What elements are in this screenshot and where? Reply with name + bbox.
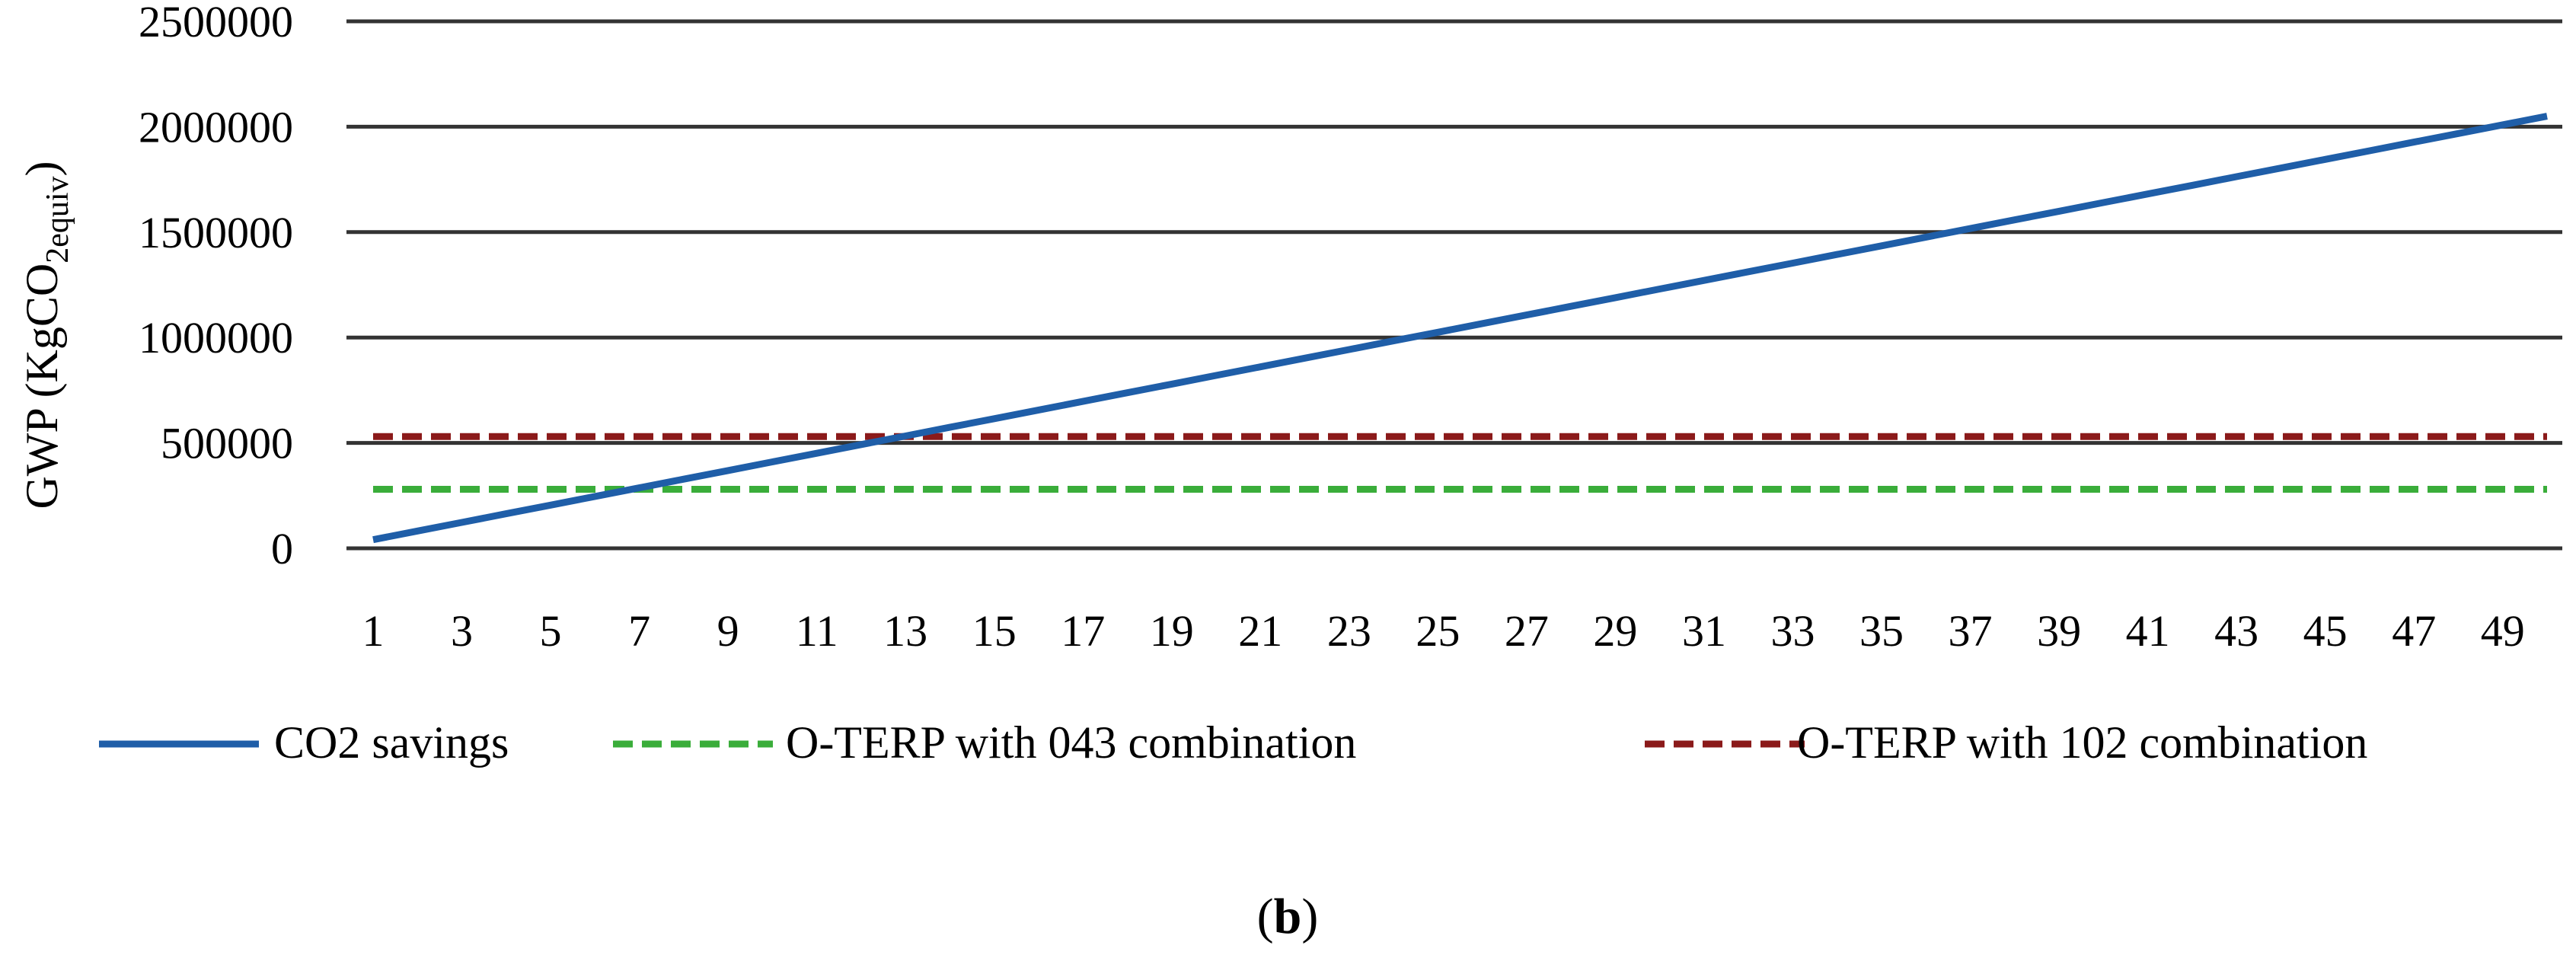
- x-tick-label: 17: [1061, 606, 1105, 656]
- legend-label-1: CO2 savings: [274, 717, 509, 768]
- series-line-1: [372, 113, 2548, 544]
- x-tick-label: 13: [883, 606, 927, 656]
- x-tick-label: 45: [2303, 606, 2348, 656]
- y-axis-label: GWP (KgCO2equiv): [17, 161, 75, 509]
- x-tick-label: 29: [1593, 606, 1637, 656]
- x-tick-label: 39: [2037, 606, 2081, 656]
- y-tick-label: 2000000: [139, 102, 293, 152]
- figure-caption: (b): [1257, 889, 1319, 944]
- x-tick-label: 49: [2481, 606, 2525, 656]
- gridlines: [346, 19, 2562, 551]
- x-tick-label: 11: [796, 606, 838, 656]
- y-tick-label: 0: [271, 524, 293, 573]
- x-tick-label: 9: [717, 606, 739, 656]
- series-lines: [372, 113, 2548, 544]
- x-tick-label: 25: [1416, 606, 1460, 656]
- x-axis-ticks: 1 3 5 7 9 11 13 15 17 19 21 23 25 27 29 31 33 35 37 39 41 43 4…: [362, 606, 2525, 656]
- x-tick-label: 23: [1327, 606, 1371, 656]
- x-tick-label: 35: [1859, 606, 1904, 656]
- y-tick-label: 500000: [161, 419, 293, 468]
- x-tick-label: 1: [362, 606, 385, 656]
- x-tick-label: 31: [1682, 606, 1726, 656]
- x-tick-label: 33: [1770, 606, 1815, 656]
- x-tick-label: 15: [972, 606, 1017, 656]
- legend: CO2 savings O-TERP with 043 combination O-…: [99, 717, 2367, 768]
- x-tick-label: 41: [2126, 606, 2170, 656]
- y-tick-label: 1000000: [139, 313, 293, 362]
- x-tick-label: 3: [451, 606, 473, 656]
- x-tick-label: 37: [1949, 606, 1993, 656]
- x-tick-label: 47: [2392, 606, 2436, 656]
- x-tick-label: 21: [1238, 606, 1282, 656]
- legend-label-3: O-TERP with 102 combination: [1797, 717, 2367, 768]
- x-tick-label: 27: [1505, 606, 1549, 656]
- x-tick-label: 5: [540, 606, 562, 656]
- x-tick-label: 43: [2214, 606, 2258, 656]
- y-tick-label: 1500000: [139, 208, 293, 257]
- y-tick-label: 2500000: [139, 0, 293, 46]
- x-tick-label: 7: [628, 606, 650, 656]
- legend-label-2: O-TERP with 043 combination: [786, 717, 1356, 768]
- y-axis-ticks: 0 500000 1000000 1500000 2000000 2500000: [139, 0, 293, 573]
- x-tick-label: 19: [1150, 606, 1194, 656]
